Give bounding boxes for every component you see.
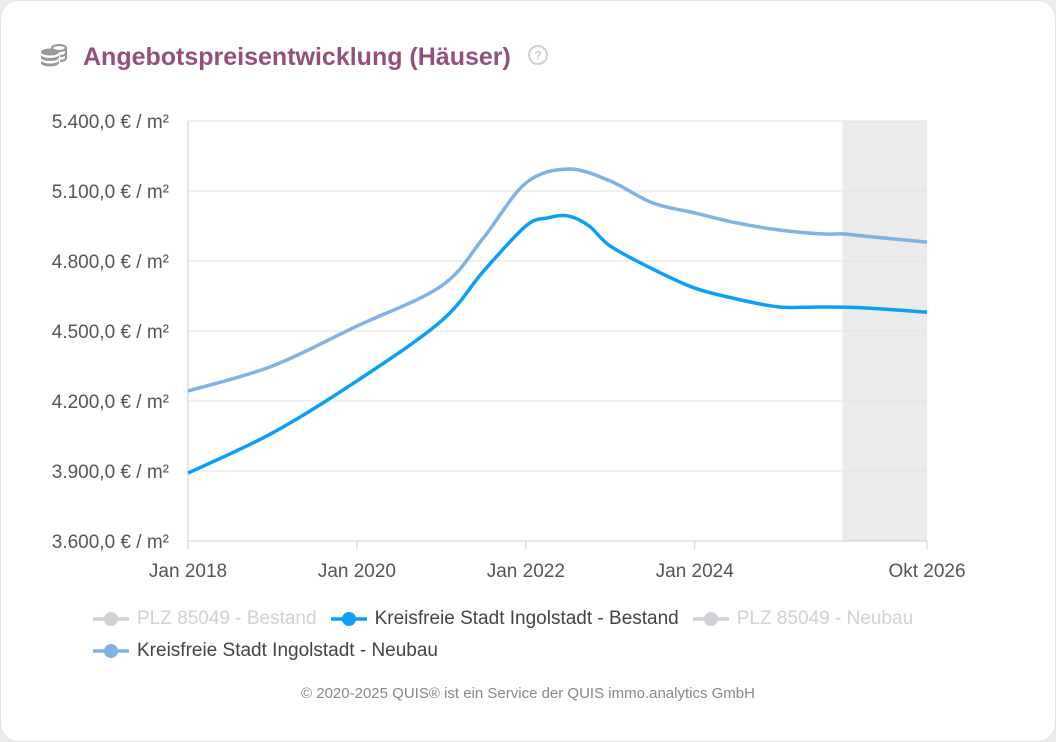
legend-marker-icon [93,612,129,626]
coins-icon [39,41,69,74]
series-line [187,167,928,393]
x-tick-label: Jan 2018 [149,561,227,582]
y-tick-label: 4.200,0 € / m² [52,392,169,413]
y-tick-label: 3.600,0 € / m² [52,532,169,553]
line-chart: 3.600,0 € / m² 3.900,0 € / m² 4.200,0 € / … [52,112,966,582]
x-tick-label: Jan 2022 [487,561,565,582]
legend-item[interactable]: PLZ 85049 - Bestand [91,605,317,633]
y-tick-label: 4.800,0 € / m² [52,252,169,273]
x-tick-label: Jan 2024 [656,561,735,582]
y-tick-label: 5.400,0 € / m² [52,112,169,133]
chart-title: Angebotspreisentwicklung (Häuser) [83,43,511,71]
copyright-footer: © 2020-2025 QUIS® ist ein Service der QU… [301,685,755,702]
legend-item[interactable]: Kreisfreie Stadt Ingolstadt - Bestand [329,605,679,633]
y-tick-label: 3.900,0 € / m² [52,462,169,483]
question-circle-icon[interactable]: ? [527,44,549,71]
legend-label: Kreisfreie Stadt Ingolstadt - Neubau [137,640,439,661]
svg-text:?: ? [534,49,541,63]
legend-marker-icon [692,612,729,626]
x-tick-label: Okt 2026 [888,561,965,582]
legend-marker-icon [330,612,367,626]
legend-marker-icon [93,644,129,658]
x-tick-label: Jan 2020 [318,561,396,582]
chart-legend: PLZ 85049 - Bestand Kreisfreie Stadt Ingo… [91,605,991,669]
legend-item[interactable]: PLZ 85049 - Neubau [691,605,913,633]
legend-label: Kreisfreie Stadt Ingolstadt - Bestand [374,608,679,629]
y-tick-label: 5.100,0 € / m² [52,182,169,203]
legend-label: PLZ 85049 - Bestand [137,608,317,629]
chart-header: Angebotspreisentwicklung (Häuser) ? [39,41,549,74]
legend-item[interactable]: Kreisfreie Stadt Ingolstadt - Neubau [91,637,438,665]
series-line [187,213,928,475]
y-tick-label: 4.500,0 € / m² [52,322,169,343]
legend-label: PLZ 85049 - Neubau [736,608,914,629]
